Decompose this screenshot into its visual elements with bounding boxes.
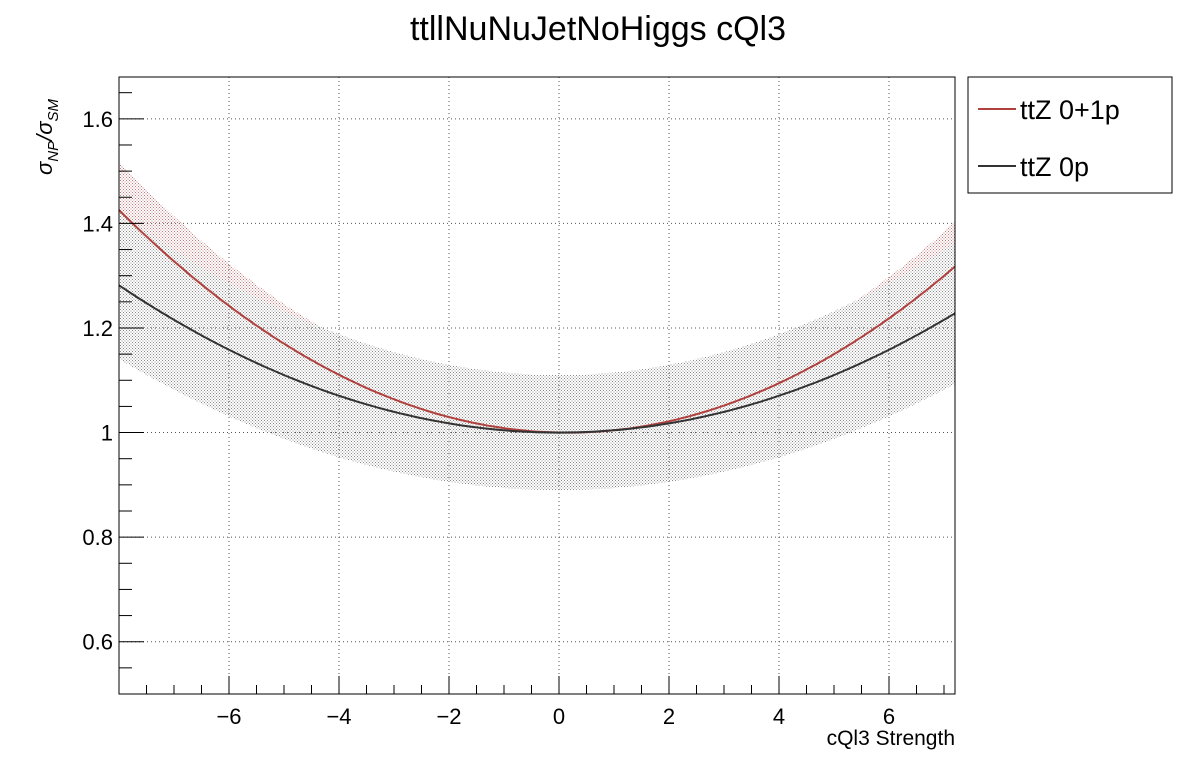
y-label-sigma: σ	[32, 161, 57, 175]
x-tick-label-6: 6	[883, 704, 895, 729]
x-axis-label: cQl3 Strength	[827, 727, 955, 750]
x-tick-label-5: 4	[773, 704, 785, 729]
x-tick-label-3: 0	[553, 704, 565, 729]
x-tick-label-1: −4	[326, 704, 351, 729]
y-tick-label-0: 0.6	[82, 630, 113, 655]
error-band-1	[119, 211, 955, 491]
legend-label-0: ttZ 0+1p	[1020, 95, 1120, 125]
y-tick-label-4: 1.4	[82, 211, 113, 236]
y-label-sub-np: NP	[45, 141, 62, 162]
x-axis: −6 −4 −2 0 2 4 6	[146, 676, 945, 729]
y-tick-label-3: 1.2	[82, 316, 113, 341]
y-tick-label-1: 0.8	[82, 525, 113, 550]
legend-box	[967, 76, 1173, 194]
y-label-slash-sigma: /σ	[32, 121, 57, 143]
y-tick-label-2: 1	[101, 421, 113, 446]
y-tick-label-5: 1.6	[82, 107, 113, 132]
legend-label-1: ttZ 0p	[1020, 152, 1089, 182]
error-bands	[119, 161, 955, 491]
chart-title: ttllNuNuJetNoHiggs cQl3	[410, 10, 786, 48]
series-line-1	[118, 284, 956, 434]
y-label-sub-sm: SM	[45, 98, 62, 121]
x-tick-label-4: 2	[663, 704, 675, 729]
y-axis-label: σNP/σSM	[32, 98, 62, 175]
legend: ttZ 0+1p ttZ 0p	[967, 76, 1173, 194]
plot-frame	[118, 76, 956, 695]
x-tick-label-0: −6	[216, 704, 241, 729]
x-tick-label-2: −2	[436, 704, 461, 729]
y-axis: 0.6 0.8 1 1.2 1.4 1.6	[82, 92, 144, 695]
series-lines	[118, 209, 956, 434]
